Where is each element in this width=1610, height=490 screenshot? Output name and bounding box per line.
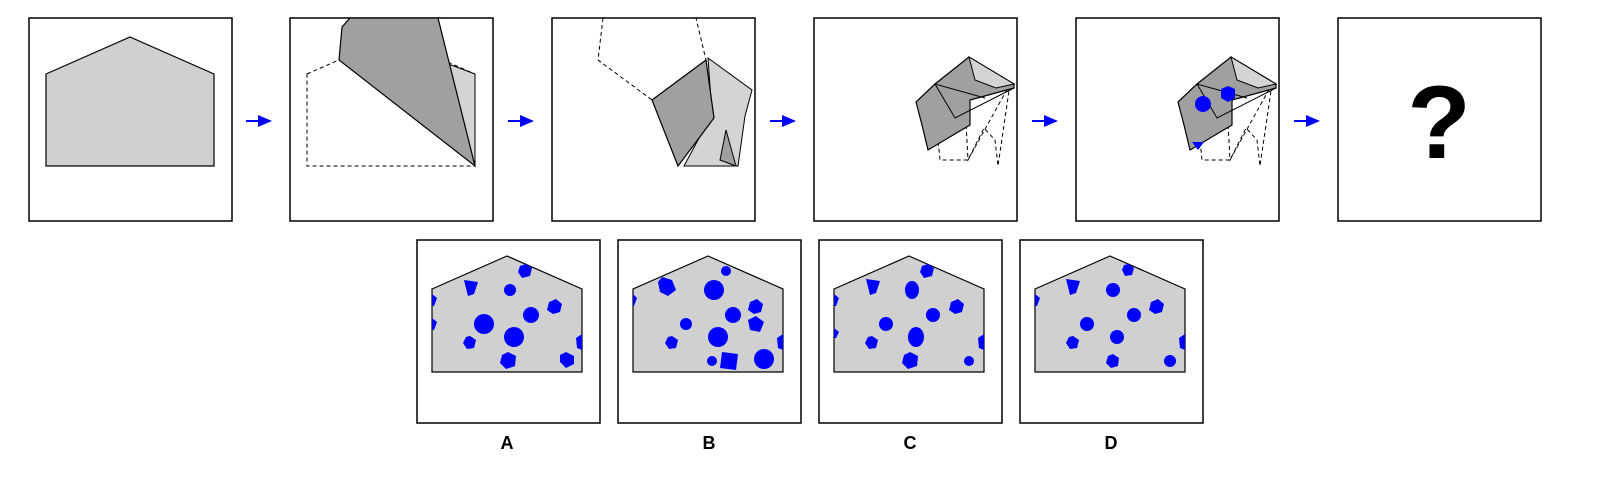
option-a-label: A <box>501 433 514 453</box>
hole <box>978 334 984 350</box>
panel-frame <box>813 17 1018 222</box>
hole <box>721 266 731 276</box>
hole <box>1122 264 1134 276</box>
hole <box>926 308 940 322</box>
hole <box>1080 317 1094 331</box>
step-5-panel <box>1075 17 1280 222</box>
hole <box>707 356 717 366</box>
step-1-panel <box>28 17 233 222</box>
hole <box>1066 279 1080 295</box>
hole <box>432 294 437 306</box>
hole <box>633 294 637 306</box>
hole <box>725 307 741 323</box>
hole <box>1106 283 1120 297</box>
fold-outline <box>597 17 707 101</box>
hole <box>547 299 562 314</box>
panel-frame <box>1075 17 1280 222</box>
hole <box>680 318 692 330</box>
step-6-panel: ? <box>1337 17 1542 222</box>
hole <box>1179 334 1185 350</box>
paper-shape <box>45 36 215 167</box>
step-4-panel <box>813 17 1018 222</box>
hole <box>834 294 839 306</box>
hole <box>777 334 783 350</box>
option-b[interactable] <box>617 239 802 424</box>
hole <box>576 334 582 350</box>
hole <box>518 264 532 278</box>
hole <box>704 280 724 300</box>
option-d-label: D <box>1105 433 1118 453</box>
step-2-panel <box>289 17 494 222</box>
hole <box>920 264 934 278</box>
option-b-label: B <box>703 433 716 453</box>
hole <box>754 349 774 369</box>
hole <box>720 352 738 370</box>
hole <box>865 336 878 349</box>
hole <box>708 327 728 347</box>
panel-frame <box>1337 17 1542 222</box>
hole <box>1149 299 1164 314</box>
hole <box>658 277 676 296</box>
hole <box>905 281 919 299</box>
hole <box>474 314 494 334</box>
hole <box>1035 294 1040 306</box>
hole <box>463 336 476 349</box>
hole <box>748 299 763 314</box>
hole <box>879 317 893 331</box>
punch-hole <box>1195 96 1211 112</box>
question-mark: ? <box>1407 65 1471 181</box>
fold-flap-dark <box>338 17 477 168</box>
fold-flap-dark <box>719 129 737 167</box>
fold-outline <box>1226 83 1273 162</box>
hole <box>560 352 574 368</box>
hole <box>432 318 437 330</box>
hole <box>1164 355 1176 367</box>
option-a[interactable] <box>416 239 601 424</box>
hole <box>504 284 516 296</box>
hole <box>748 316 764 332</box>
hole <box>665 336 678 349</box>
punch-hole <box>1221 86 1235 102</box>
hole <box>1066 336 1079 349</box>
fold-outline <box>964 83 1011 162</box>
hole <box>902 352 918 369</box>
option-c-label: C <box>904 433 917 453</box>
hole <box>908 327 924 347</box>
hole <box>523 307 539 323</box>
hole <box>504 327 524 347</box>
fold-flap-light <box>968 55 1016 89</box>
fold-flap-dark <box>651 58 715 168</box>
hole <box>1106 354 1119 368</box>
hole <box>500 352 516 369</box>
hole <box>464 280 478 296</box>
punch-hole <box>1192 142 1204 150</box>
hole <box>1110 330 1124 344</box>
hole <box>964 356 974 366</box>
fold-flap-light <box>1230 55 1278 89</box>
option-d[interactable] <box>1019 239 1204 424</box>
option-c[interactable] <box>818 239 1003 424</box>
hole <box>866 279 880 295</box>
fold-outline <box>306 36 476 167</box>
hole <box>1127 308 1141 322</box>
hole <box>834 328 839 338</box>
hole <box>949 299 964 314</box>
step-3-panel <box>551 17 756 222</box>
